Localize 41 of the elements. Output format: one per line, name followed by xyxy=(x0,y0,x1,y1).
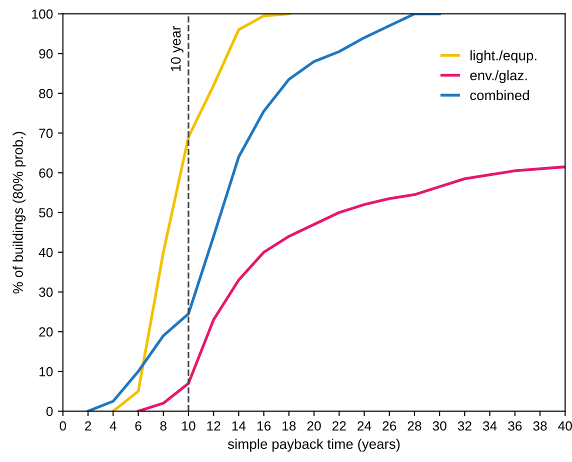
y-tick-label: 40 xyxy=(38,248,53,258)
y-tick-label: 30 xyxy=(39,288,53,297)
x-tick-label: 4 xyxy=(110,421,116,430)
y-tick-label: 60 xyxy=(39,168,53,178)
y-tick-label: 70 xyxy=(39,128,53,138)
x-tick-label: 32 xyxy=(458,421,472,431)
y-tick-label: 100 xyxy=(32,9,53,19)
y-axis-title: % of buildings (80% prob.) xyxy=(12,132,26,294)
x-tick-label: 10 xyxy=(182,421,196,431)
x-tick-label: 6 xyxy=(135,421,142,431)
x-tick-label: 36 xyxy=(508,421,522,431)
line-series xyxy=(112,14,290,412)
x-tick-label: 14 xyxy=(232,421,246,430)
y-tick-label: 80 xyxy=(39,88,53,98)
y-tick-label: 20 xyxy=(39,327,53,337)
x-tick-label: 40 xyxy=(558,421,572,431)
x-tick-label: 20 xyxy=(307,421,321,431)
x-tick-label: 28 xyxy=(408,421,422,431)
x-tick-label: 26 xyxy=(382,421,396,431)
x-axis-title: simple payback time (years) xyxy=(228,438,400,452)
x-tick-label: 22 xyxy=(332,421,346,430)
y-tick-label: 10 xyxy=(40,367,53,376)
x-tick-label: 38 xyxy=(533,421,547,431)
x-tick-label: 18 xyxy=(282,421,296,431)
legend-label: combined xyxy=(470,90,529,100)
x-tick-label: 30 xyxy=(432,421,446,431)
x-tick-label: 24 xyxy=(358,421,372,430)
line-series xyxy=(86,14,441,412)
legend-label: light./equp. xyxy=(470,50,536,64)
x-tick-label: 8 xyxy=(160,421,166,431)
legend-label: env./glaz. xyxy=(470,70,527,84)
y-tick-label: 0 xyxy=(46,406,53,416)
x-tick-label: 0 xyxy=(60,421,66,431)
x-tick-label: 34 xyxy=(482,421,497,431)
x-tick-label: 12 xyxy=(207,421,220,430)
y-tick-label: 90 xyxy=(39,49,53,59)
y-tick-label: 50 xyxy=(39,208,53,218)
ref-line-label: 10 year xyxy=(170,26,184,72)
x-tick-label: 16 xyxy=(257,421,271,431)
x-tick-label: 2 xyxy=(85,421,92,430)
line-series xyxy=(136,165,566,412)
